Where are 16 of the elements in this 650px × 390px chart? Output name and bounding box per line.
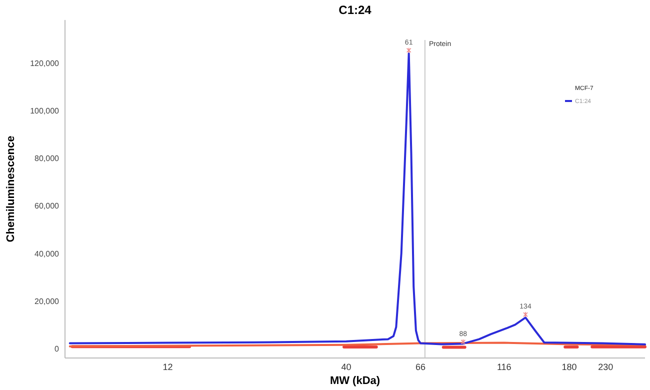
y-tick-label: 100,000 xyxy=(30,106,60,116)
y-tick-label: 0 xyxy=(54,344,60,354)
y-tick-label: 20,000 xyxy=(34,296,60,306)
x-tick-label: 116 xyxy=(496,362,512,372)
chart-title: C1:24 xyxy=(338,3,372,17)
y-tick-label: 60,000 xyxy=(34,202,60,211)
y-tick-label: 80,000 xyxy=(34,154,60,164)
y-tick-label: 40,000 xyxy=(34,249,60,258)
x-tick-label: 66 xyxy=(416,362,426,372)
x-tick-label: 180 xyxy=(562,362,577,372)
x-tick-label: 40 xyxy=(341,362,352,372)
y-tick-label: 120,000 xyxy=(30,58,60,68)
x-axis-title: MW (kDa) xyxy=(330,375,380,387)
x-tick-label: 12 xyxy=(162,362,173,372)
x-tick-label: 230 xyxy=(598,362,614,372)
y-axis-title: Chemiluminescence xyxy=(5,136,17,242)
